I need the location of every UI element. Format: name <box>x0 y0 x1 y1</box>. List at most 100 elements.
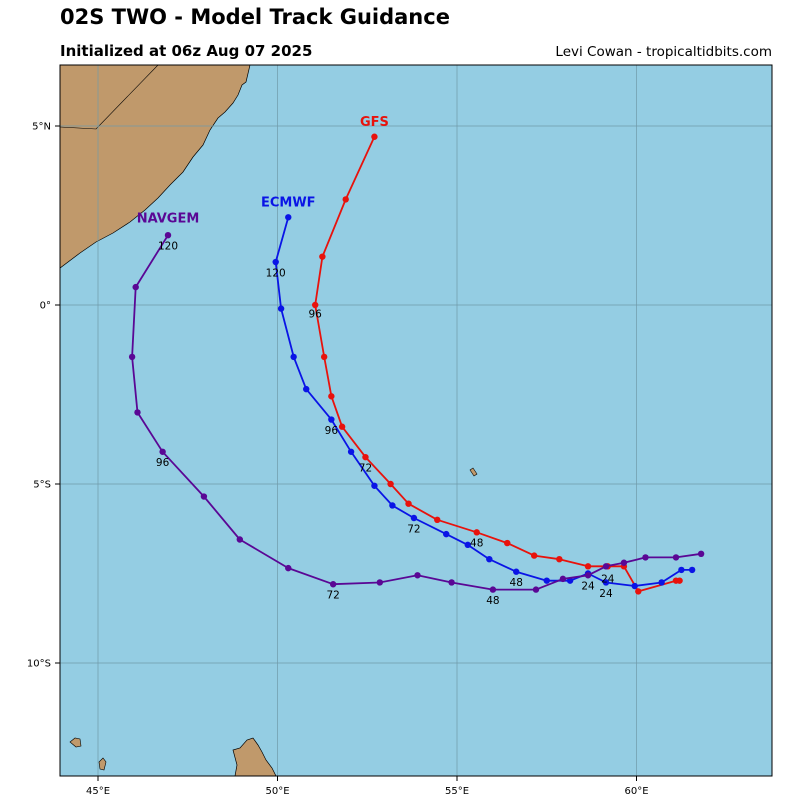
gfs-forecast-hour-label: 72 <box>359 462 372 474</box>
axis-ticks: 45°E 50°E 55°E 60°E 5°N 0° 5°S 10°S <box>27 122 649 798</box>
ecmwf-forecast-hour-label: 120 <box>266 267 286 279</box>
ecmwf-track-point <box>486 555 493 563</box>
credit-text: Levi Cowan - tropicaltidbits.com <box>555 44 772 60</box>
gfs-forecast-hour-label: 48 <box>470 538 483 550</box>
navgem-track-point <box>164 231 172 239</box>
ecmwf-forecast-hour-label: 48 <box>510 577 523 589</box>
gfs-forecast-hour-label: 24 <box>601 573 615 585</box>
seychelles-island <box>469 467 478 477</box>
ecmwf-track-point <box>631 582 638 590</box>
navgem-track-point <box>584 572 592 579</box>
gfs-track-point <box>584 563 592 570</box>
ecmwf-track-point <box>543 577 550 584</box>
gfs-track-point <box>311 301 319 309</box>
navgem-track-point <box>672 554 680 561</box>
ecmwf-track-point <box>303 385 310 393</box>
ecmwf-track-point <box>566 577 574 584</box>
gfs-track-point <box>434 516 441 523</box>
navgem-forecast-hour-label: 120 <box>158 241 178 253</box>
gfs-track-point <box>405 500 412 507</box>
gfs-track-point <box>530 552 538 559</box>
navgem-track-point <box>329 581 337 588</box>
ecmwf-track-point <box>410 514 418 522</box>
navgem-forecast-hour-label: 48 <box>486 595 499 607</box>
init-time-subtitle: Initialized at 06z Aug 07 2025 <box>60 42 313 60</box>
navgem-track-point <box>697 550 705 558</box>
ecmwf-track-point <box>658 579 665 586</box>
ecmwf-track-point <box>443 530 450 538</box>
track-layer <box>128 133 705 595</box>
graticule <box>60 65 772 776</box>
lon-tick-label: 50°E <box>265 786 289 797</box>
ecmwf-track-point <box>464 541 471 549</box>
ecmwf-model-label: ECMWF <box>261 196 316 211</box>
land-layer <box>60 65 478 776</box>
navgem-track-point <box>489 586 497 593</box>
gfs-track-point <box>328 393 335 400</box>
map-frame <box>59 64 773 777</box>
gfs-track-point <box>635 588 642 595</box>
africa-horn-landmass <box>60 65 251 269</box>
track-labels: GFS 24 48 72 96 ECMWF 24 48 72 96 120 NAVGEM 24 48 72 9… <box>137 115 615 607</box>
navgem-track-point <box>559 575 567 583</box>
navgem-track-point <box>642 554 649 561</box>
navgem-track-point <box>285 564 292 572</box>
gfs-track-point <box>342 196 349 203</box>
lat-tick-label: 5°S <box>33 480 51 491</box>
comoros-island <box>69 737 82 748</box>
gfs-track-point <box>556 555 563 563</box>
gfs-track-point <box>504 539 511 547</box>
gfs-track-point <box>320 353 328 361</box>
gfs-model-label: GFS <box>360 115 389 130</box>
gfs-track-point <box>362 453 369 461</box>
ecmwf-forecast-hour-label: 72 <box>407 523 420 535</box>
navgem-track-point <box>620 559 628 566</box>
navgem-track-point <box>132 283 139 291</box>
lat-tick-label: 0° <box>40 301 51 312</box>
lon-tick-label: 60°E <box>624 786 648 797</box>
ecmwf-track-point <box>678 566 685 574</box>
lon-tick-label: 55°E <box>445 786 469 797</box>
ecmwf-track-point <box>272 258 279 266</box>
ecmwf-track-point <box>285 214 292 221</box>
navgem-track-point <box>414 572 421 579</box>
navgem-forecast-hour-label: 96 <box>156 457 170 469</box>
ecmwf-track-point <box>389 502 396 509</box>
ecmwf-forecast-hour-label: 96 <box>325 425 339 437</box>
ecmwf-track-point <box>347 448 355 455</box>
gfs-track-point <box>371 133 378 140</box>
lat-tick-label: 5°N <box>32 122 51 133</box>
ecmwf-track-point <box>371 482 378 489</box>
madagascar-tip <box>232 737 277 776</box>
navgem-track-point <box>128 353 136 361</box>
ocean-background <box>60 65 772 776</box>
ecmwf-track-point <box>290 353 297 361</box>
navgem-forecast-hour-label: 72 <box>326 590 339 602</box>
ecmwf-track-point <box>277 305 285 312</box>
ecmwf-track-point <box>513 568 520 575</box>
gfs-forecast-hour-label: 96 <box>309 309 323 321</box>
country-border <box>60 65 159 130</box>
navgem-forecast-hour-label: 24 <box>581 581 595 593</box>
ecmwf-track-point <box>602 579 610 586</box>
navgem-track-point <box>376 579 384 586</box>
ecmwf-track-point <box>688 566 696 574</box>
ecmwf-forecast-hour-label: 24 <box>599 588 613 600</box>
navgem-track-point <box>236 536 244 543</box>
navgem-track-point <box>532 586 540 593</box>
navgem-track-point <box>200 493 208 500</box>
navgem-track-point <box>448 579 455 586</box>
gfs-track-point <box>473 529 480 536</box>
navgem-track-point <box>159 448 166 455</box>
lon-tick-label: 45°E <box>86 786 110 797</box>
gfs-track-point <box>338 423 346 430</box>
navgem-model-label: NAVGEM <box>137 212 200 227</box>
gfs-track-point <box>319 253 326 260</box>
navgem-track-point <box>602 563 610 570</box>
page-title: 02S TWO - Model Track Guidance <box>60 5 450 29</box>
lat-tick-label: 10°S <box>27 659 51 670</box>
ecmwf-track-line <box>274 217 693 587</box>
ecmwf-track-point <box>328 416 335 423</box>
gfs-track-point <box>387 480 394 488</box>
gfs-track-point <box>672 577 680 584</box>
